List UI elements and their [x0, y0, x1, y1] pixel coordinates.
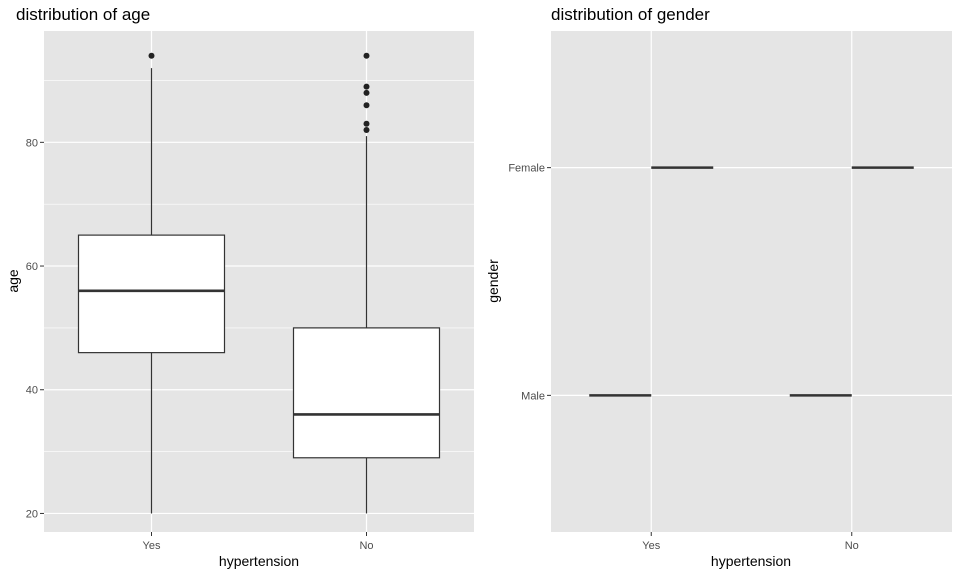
age-box [292, 327, 441, 459]
gender-y-axis: Male Female [508, 163, 551, 402]
gender-y-axis-title: gender [485, 259, 501, 303]
age-box [77, 234, 226, 354]
age-x-axis: Yes No [143, 532, 374, 552]
age-y-tick-label: 60 [26, 261, 38, 273]
age-outlier-point [363, 126, 370, 133]
age-y-axis-title: age [5, 269, 21, 293]
age-x-tick-label: Yes [143, 540, 161, 552]
age-y-tick-label: 80 [26, 137, 38, 149]
age-chart-title: distribution of age [16, 5, 150, 24]
age-box-marks [77, 52, 441, 514]
age-y-axis: 20 40 60 80 [26, 137, 44, 520]
gender-y-tick-label: Female [508, 163, 545, 175]
age-x-tick-label: No [359, 540, 373, 552]
age-boxplot-panel: 20 40 60 80 Yes No distribution of age hyper… [5, 5, 474, 569]
age-outlier-point [363, 83, 370, 90]
gender-chart-title: distribution of gender [551, 5, 710, 24]
age-y-tick-label: 20 [26, 508, 38, 520]
age-y-tick-label: 40 [26, 385, 38, 397]
age-outlier-point [363, 89, 370, 96]
gender-x-axis-title: hypertension [711, 553, 791, 569]
gender-plot-panel-background [551, 31, 952, 532]
gender-box-marks [589, 166, 914, 397]
gender-x-tick-label: No [845, 540, 859, 552]
gender-x-axis: Yes No [642, 532, 859, 552]
age-outlier-point [363, 102, 370, 109]
gender-x-tick-label: Yes [642, 540, 660, 552]
age-outlier-point [363, 52, 370, 59]
age-outlier-point [363, 120, 370, 127]
age-x-axis-title: hypertension [219, 553, 299, 569]
age-outlier-point [148, 52, 155, 59]
gender-y-tick-label: Male [521, 390, 545, 402]
